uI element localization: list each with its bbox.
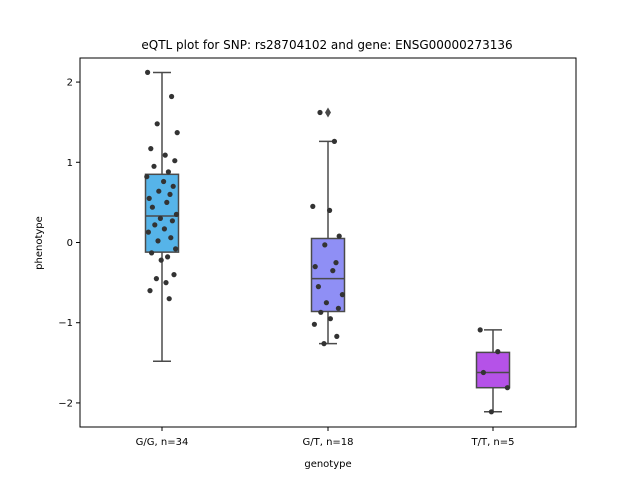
data-point [327,207,333,213]
data-point [157,215,163,221]
points-group-1 [144,69,180,302]
data-point [165,169,171,175]
data-point [156,188,162,194]
data-point [318,309,324,315]
data-point [164,199,170,205]
data-point [145,69,151,75]
data-point [174,130,180,136]
data-point [149,250,155,256]
data-point [168,235,174,241]
data-point [327,316,333,322]
data-point [149,204,155,210]
data-point [146,195,152,201]
outlier-marker [325,107,331,118]
data-point [169,218,175,224]
x-axis-title: genotype [304,459,351,470]
data-point [173,246,179,252]
y-tick-label: −1 [58,318,73,329]
chart-title: eQTL plot for SNP: rs28704102 and gene: … [141,38,512,52]
x-tick-label: T/T, n=5 [470,437,514,448]
data-point [162,152,168,158]
data-point [152,222,158,228]
data-point [315,284,321,290]
data-point [154,121,160,127]
data-point [311,321,317,327]
data-point [477,327,483,333]
data-point [144,174,150,180]
data-point [161,178,167,185]
data-point [310,203,316,209]
data-point [173,211,179,217]
y-tick-label: 1 [67,158,73,169]
data-point [322,242,328,248]
data-point [317,109,323,116]
y-tick-label: 0 [67,238,73,249]
data-point [153,276,159,282]
data-point [339,292,345,298]
data-point [335,305,341,311]
data-point [321,341,327,347]
x-tick-label: G/G, n=34 [136,437,189,448]
y-tick-label: −2 [58,398,73,409]
y-tick-label: 2 [67,78,73,89]
data-point [166,296,172,302]
plot-area [144,69,511,415]
data-point [480,369,486,376]
data-point [170,183,176,189]
data-point [172,158,178,164]
data-point [312,264,318,270]
data-point [330,268,336,274]
data-point [158,257,164,263]
data-point [488,409,494,415]
data-point [171,272,177,278]
data-point [495,349,501,355]
data-point [333,260,339,266]
data-point [155,238,161,244]
points-group-2 [310,109,345,347]
data-point [147,288,153,294]
x-tick-label: G/T, n=18 [302,437,353,448]
data-point [151,163,157,169]
data-point [148,146,154,152]
points-group-3 [477,327,510,415]
box-iqr [475,351,511,389]
data-point [504,385,510,391]
data-point [323,300,329,306]
data-point [167,191,173,197]
data-point [161,226,167,232]
data-point [331,138,337,144]
data-point [334,333,340,339]
data-point [145,229,151,235]
y-axis-title: phenotype [34,216,45,270]
data-point [163,280,169,286]
data-point [165,254,171,260]
axes: 2 1 0 −1 −2 G/G, n=34 G/T, n=18 T/T, n=5 [58,57,577,448]
data-point [169,93,175,100]
box-iqr [310,237,346,313]
data-point [336,233,342,239]
